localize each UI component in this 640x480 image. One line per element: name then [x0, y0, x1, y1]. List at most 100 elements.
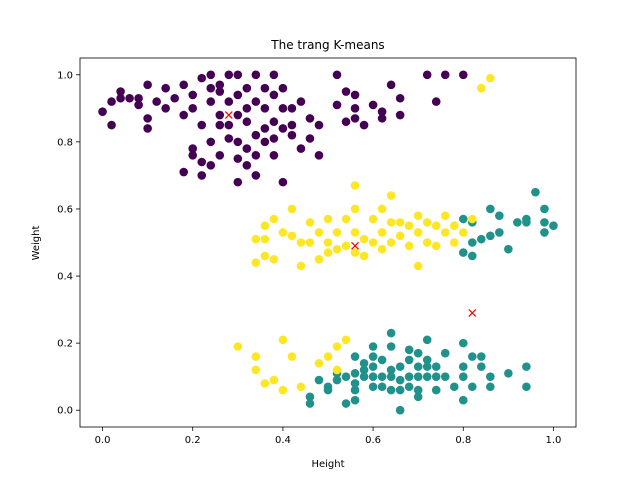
data-point [242, 161, 252, 170]
data-point [359, 358, 369, 368]
x-tick-label: 0.8 [455, 435, 471, 446]
data-point [341, 335, 351, 345]
data-point [305, 218, 315, 227]
data-point [251, 234, 261, 244]
y-tick-label: 0.0 [57, 406, 73, 417]
data-point [116, 87, 125, 96]
data-point [260, 83, 270, 93]
data-point [404, 345, 414, 355]
data-point [251, 130, 261, 140]
data-point [368, 372, 378, 381]
data-point [188, 104, 198, 113]
data-point [395, 218, 405, 227]
data-point [215, 87, 225, 96]
data-point [504, 244, 513, 254]
data-point [395, 385, 405, 395]
data-point [269, 90, 279, 100]
y-axis-label: Weight [31, 226, 42, 261]
data-point [458, 248, 468, 257]
data-point [359, 372, 369, 381]
data-point [350, 395, 360, 405]
data-point [368, 100, 378, 110]
data-point [477, 234, 486, 244]
y-axis-ticks: 0.0 0.2 0.4 0.6 0.8 1.0 [57, 70, 80, 417]
data-point [422, 218, 432, 227]
data-point [233, 110, 243, 120]
data-point [260, 379, 270, 388]
data-point [332, 100, 342, 110]
data-point [449, 382, 459, 392]
data-point [314, 150, 324, 160]
data-point [251, 171, 261, 180]
data-point [377, 355, 387, 365]
data-point [305, 238, 315, 247]
data-point [188, 144, 198, 153]
data-point [269, 117, 279, 127]
data-point [332, 365, 342, 375]
x-tick-label: 1.0 [546, 435, 562, 446]
data-point [188, 150, 198, 160]
data-point [477, 83, 486, 93]
data-point [197, 120, 207, 130]
data-point [278, 335, 288, 345]
data-point [278, 83, 288, 93]
data-point [323, 385, 333, 395]
data-point [359, 234, 369, 244]
data-point [431, 97, 441, 106]
data-point [269, 375, 279, 385]
data-point [404, 221, 414, 231]
data-point [233, 177, 243, 187]
data-point [296, 261, 306, 271]
data-point [269, 254, 279, 264]
data-point [224, 120, 234, 130]
data-point [404, 382, 414, 392]
data-point [404, 241, 414, 251]
data-point [350, 204, 360, 214]
data-point [242, 144, 252, 153]
data-point [143, 80, 152, 90]
data-point [386, 342, 396, 351]
data-point [260, 221, 270, 231]
data-point [422, 372, 432, 381]
data-point [386, 191, 396, 200]
data-point [278, 104, 288, 113]
data-point [495, 211, 504, 220]
data-point [395, 405, 405, 415]
data-point [386, 372, 396, 381]
data-point [197, 157, 207, 167]
data-point [467, 352, 477, 361]
data-point [422, 238, 432, 247]
data-point [260, 234, 270, 244]
data-point [305, 114, 315, 123]
data-point [269, 214, 279, 224]
data-point [107, 120, 116, 130]
data-point [161, 104, 170, 113]
data-point [413, 261, 423, 271]
data-point [233, 342, 243, 351]
data-point [332, 228, 342, 237]
data-point [359, 120, 369, 130]
data-point [224, 134, 234, 143]
data-point [486, 382, 495, 392]
data-point [413, 385, 423, 395]
data-point [413, 348, 423, 358]
data-point [449, 221, 459, 231]
data-point [449, 238, 459, 247]
data-point [332, 70, 342, 80]
data-point [260, 124, 270, 133]
data-point [467, 251, 477, 261]
centroid-stroke [351, 241, 359, 250]
data-point [251, 352, 261, 361]
data-point [395, 231, 405, 241]
data-point [395, 375, 405, 385]
data-point [215, 80, 225, 90]
data-point [341, 241, 351, 251]
data-point [486, 372, 495, 381]
data-point [233, 90, 243, 100]
data-point [350, 369, 360, 378]
data-point [431, 385, 441, 395]
data-point [377, 228, 387, 237]
data-point [531, 187, 540, 197]
x-axis-ticks: 0.0 0.2 0.4 0.6 0.8 1.0 [95, 427, 562, 446]
data-point [368, 238, 378, 247]
